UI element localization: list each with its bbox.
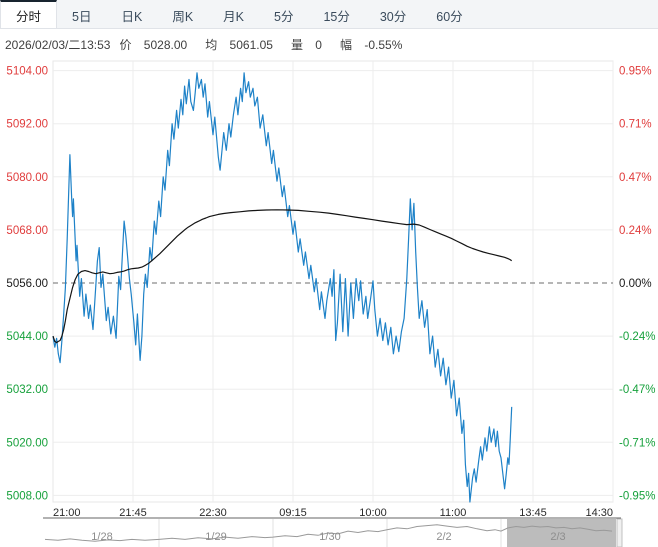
last-price: 价 5028.00 (119, 38, 188, 52)
y-axis-label-right: 0.95% (619, 66, 652, 78)
tab-label: 30分 (379, 9, 407, 24)
navigator-day-label[interactable]: 1/28 (91, 531, 112, 543)
tab-15min[interactable]: 15分 (308, 0, 364, 28)
y-axis-label-left: 5008.00 (6, 490, 48, 502)
change-percent: 幅 -0.55% (339, 38, 403, 52)
tab-daily-k[interactable]: 日K (106, 0, 157, 28)
y-axis-label-left: 5020.00 (6, 437, 48, 449)
tab-label: 5日 (72, 9, 92, 24)
navigator-mini-line (44, 524, 613, 542)
tab-monthly-k[interactable]: 月K (208, 0, 259, 28)
navigator-day-label[interactable]: 1/29 (205, 531, 226, 543)
intraday-chart[interactable]: 5104.00 0.95% 5092.00 0.71% 5080.00 0.47% 5068… (0, 60, 658, 547)
y-axis-label-right: -0.24% (619, 331, 655, 343)
navigator-day-label[interactable]: 1/30 (319, 531, 340, 543)
average-price: 均 5061.05 (205, 38, 273, 52)
y-axis-label-right: 0.71% (619, 119, 652, 131)
tab-fenshi[interactable]: 分时 (0, 0, 58, 28)
tab-30min[interactable]: 30分 (365, 0, 421, 28)
y-axis-label-left: 5044.00 (6, 331, 48, 343)
x-axis-label: 10:00 (359, 507, 387, 519)
tab-label: 60分 (436, 9, 463, 24)
x-axis-label: 14:30 (585, 507, 613, 519)
x-axis-label: 22:30 (199, 507, 227, 519)
y-axis-label-right: -0.71% (619, 437, 655, 449)
navigator-scroll-handle[interactable] (616, 518, 623, 547)
tab-weekly-k[interactable]: 周K (157, 0, 208, 28)
y-axis-label-right: 0.47% (619, 172, 652, 184)
quote-datetime: 2026/02/03/二13:53 (5, 38, 111, 52)
x-axis-label: 21:45 (119, 507, 147, 519)
y-axis-label-left: 5056.00 (6, 278, 48, 290)
quote-infobar: 2026/02/03/二13:53 价 5028.00 均 5061.05 量 … (0, 29, 658, 60)
tab-label: 日K (121, 9, 143, 24)
navigator-selected-window[interactable] (507, 519, 616, 547)
x-axis-label: 13:45 (519, 507, 547, 519)
tab-label: 周K (172, 9, 194, 24)
price-line (52, 72, 513, 503)
tab-label: 分时 (16, 9, 42, 24)
y-axis-label-left: 5032.00 (6, 384, 48, 396)
y-axis-label-left: 5080.00 (6, 172, 48, 184)
navigator-day-label[interactable]: 2/3 (550, 531, 565, 543)
x-axis-label: 21:00 (53, 507, 81, 519)
y-axis-label-right: -0.95% (619, 490, 655, 502)
y-axis-label-left: 5104.00 (6, 66, 48, 78)
tab-5day[interactable]: 5日 (57, 0, 106, 28)
tab-label: 月K (223, 9, 244, 24)
y-axis-label-left: 5092.00 (6, 119, 48, 131)
tab-label: 5分 (274, 9, 294, 24)
tab-5min[interactable]: 5分 (259, 0, 308, 28)
average-line (52, 209, 513, 344)
y-axis-label-right: -0.47% (619, 384, 655, 396)
tab-label: 15分 (323, 9, 350, 24)
y-axis-label-left: 5068.00 (6, 225, 48, 237)
tab-60min[interactable]: 60分 (421, 0, 477, 28)
y-axis-label-right: 0.24% (619, 225, 652, 237)
period-tabbar: 分时 5日 日K 周K 月K 5分 15分 30分 60分 (0, 0, 658, 29)
x-axis-label: 11:00 (440, 507, 467, 519)
volume: 量 0 (290, 38, 322, 52)
y-axis-label-right: 0.00% (619, 278, 652, 290)
x-axis-label: 09:15 (279, 507, 307, 519)
navigator-day-label[interactable]: 2/2 (436, 531, 451, 543)
